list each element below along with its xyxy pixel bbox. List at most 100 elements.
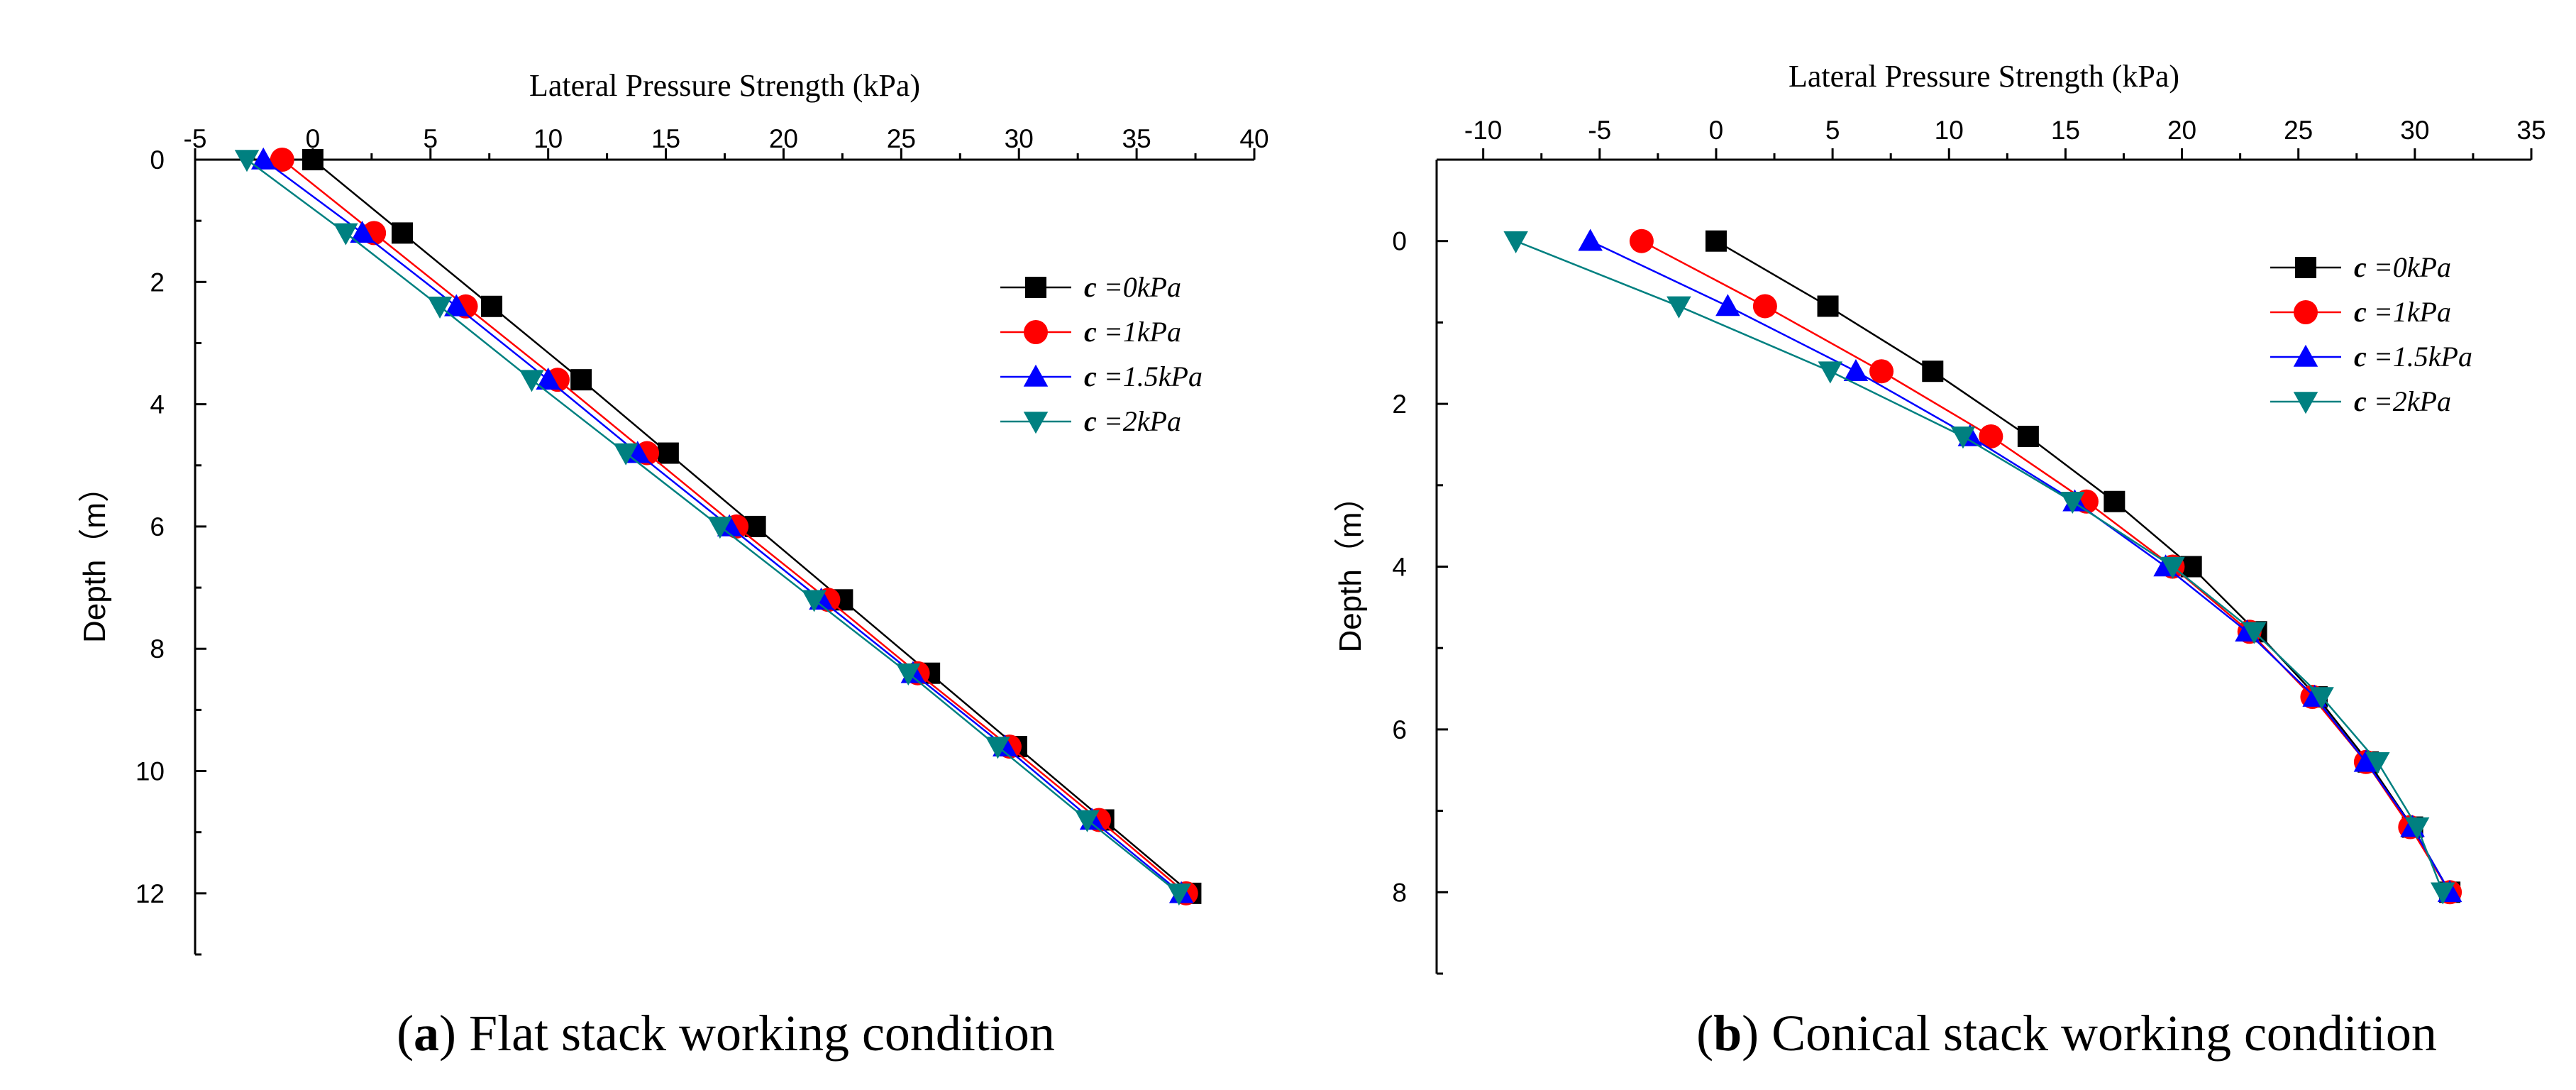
legend-label: c =1.5kPa	[2354, 341, 2472, 373]
y-tick-label: 2	[1392, 390, 1407, 419]
legend-value: 1.5kPa	[1123, 360, 1203, 392]
x-tick-label: -10	[1464, 116, 1502, 145]
data-point	[1715, 294, 1740, 316]
legend-marker	[2293, 344, 2318, 367]
legend-symbol: c	[2354, 385, 2367, 417]
legend-value: 2kPa	[2393, 385, 2451, 417]
legend-value: 0kPa	[2393, 251, 2451, 283]
data-point	[707, 517, 733, 539]
y-tick-label: 0	[1392, 227, 1407, 256]
data-point	[570, 369, 592, 391]
data-point	[536, 367, 560, 390]
y-tick-label: 6	[150, 512, 165, 541]
caption-paren-open: (	[1696, 1005, 1713, 1062]
data-point	[1578, 229, 1603, 251]
data-point	[2060, 491, 2085, 514]
series-line-2	[1590, 240, 2451, 893]
caption-text: ) Flat stack working condition	[439, 1005, 1055, 1062]
data-point	[1817, 295, 1839, 317]
x-tick-label: 35	[2516, 116, 2545, 145]
legend-label: c =0kPa	[2354, 251, 2451, 283]
data-point	[1979, 424, 2003, 448]
legend-label: c =0kPa	[1084, 271, 1181, 303]
legend-symbol: c	[2354, 251, 2367, 283]
y-tick-label: 0	[150, 145, 165, 175]
legend-symbol: c	[1084, 360, 1097, 392]
series-line-3	[1515, 240, 2444, 893]
data-point	[2242, 622, 2267, 644]
data-point	[613, 443, 639, 466]
chart-flat-stack: -5 0 5 10 15 20 25 30 35 40 0 2 4 6 8 10 12 Lateral Press…	[77, 68, 1269, 1062]
series-line-0	[1715, 240, 2451, 893]
data-point	[481, 295, 503, 317]
x-tick-label: 35	[1122, 124, 1151, 153]
legend-marker	[1023, 412, 1049, 434]
x-tick-label: 30	[1005, 124, 1034, 153]
legend-marker	[1025, 277, 1046, 298]
data-point	[1166, 883, 1192, 906]
data-point	[985, 737, 1010, 759]
y-tick-label: 6	[1392, 715, 1407, 744]
legend-label: c =1.5kPa	[1084, 360, 1203, 392]
caption-paren-open: (	[397, 1005, 414, 1062]
data-point	[2353, 749, 2379, 772]
data-point	[1922, 360, 1944, 382]
legend-eq: =	[2367, 341, 2393, 373]
legend-symbol: c	[1084, 271, 1097, 303]
legend-label: c =2kPa	[2354, 385, 2451, 417]
data-point	[2104, 490, 2126, 512]
data-point	[1818, 361, 1843, 384]
legend-symbol: c	[2354, 341, 2367, 373]
y-tick-label: 8	[150, 634, 165, 664]
data-point	[302, 149, 324, 170]
x-tick-label: 10	[534, 124, 563, 153]
x-tick-label: -5	[1588, 116, 1611, 145]
legend-value: 2kPa	[1123, 405, 1181, 437]
y-tick-label: 10	[136, 757, 165, 786]
y-tick-label: 12	[136, 879, 165, 908]
x-tick-label: 25	[887, 124, 916, 153]
data-point	[2430, 882, 2455, 905]
legend-value: 1kPa	[1123, 316, 1181, 348]
x-tick-label: 5	[1825, 116, 1840, 145]
figure-caption: (b) Conical stack working condition	[1696, 1005, 2437, 1062]
data-point	[2309, 687, 2334, 710]
data-point	[2365, 752, 2390, 775]
x-tick-label: 25	[2284, 116, 2313, 145]
data-point	[427, 296, 453, 319]
data-point	[234, 150, 260, 172]
legend-label: c =1kPa	[2354, 296, 2451, 328]
legend-eq: =	[1097, 271, 1123, 303]
legend-eq: =	[1097, 405, 1123, 437]
data-point	[1843, 358, 1869, 382]
legend-symbol: c	[1084, 316, 1097, 348]
legend-eq: =	[1097, 360, 1123, 392]
legend-eq: =	[2367, 251, 2393, 283]
data-point	[2404, 817, 2430, 839]
x-tick-label: 15	[651, 124, 680, 153]
data-point	[1075, 810, 1100, 832]
legend-label: c =1kPa	[1084, 316, 1181, 348]
legend-marker	[2294, 300, 2318, 324]
y-axis-title: Depth（m）	[77, 471, 112, 643]
data-point	[333, 223, 358, 246]
legend-symbol: c	[1084, 405, 1097, 437]
x-tick-label: 20	[769, 124, 798, 153]
legend-value: 1kPa	[2393, 296, 2451, 328]
data-point	[657, 442, 679, 464]
legend-value: 1.5kPa	[2393, 341, 2472, 373]
legend-marker	[2293, 392, 2318, 414]
x-tick-label: 40	[1239, 124, 1268, 153]
series-line-3	[246, 158, 1180, 894]
x-axis-title: Lateral Pressure Strength (kPa)	[1789, 59, 2179, 94]
x-tick-label: 0	[1709, 116, 1724, 145]
data-point	[896, 663, 921, 686]
y-tick-label: 8	[1392, 878, 1407, 907]
x-tick-label: 30	[2400, 116, 2429, 145]
data-point	[1503, 231, 1528, 253]
x-tick-label: 0	[306, 124, 321, 153]
legend-marker	[1024, 320, 1048, 344]
x-tick-label: 10	[1935, 116, 1964, 145]
figure-caption: (a) Flat stack working condition	[397, 1005, 1055, 1062]
